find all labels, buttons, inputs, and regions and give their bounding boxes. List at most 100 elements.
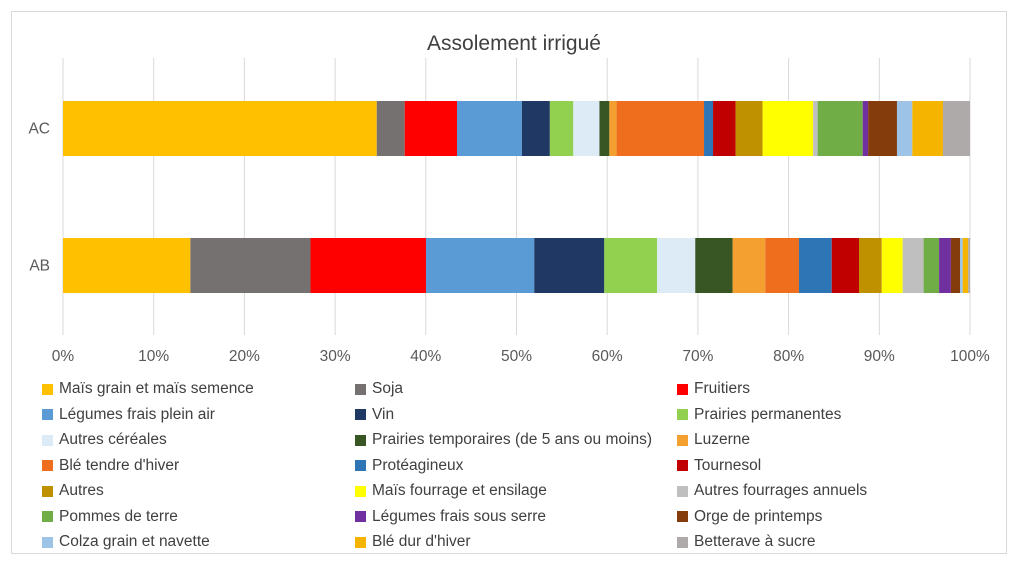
legend-item: Vin (355, 406, 394, 424)
bar-segment (704, 101, 714, 156)
legend-label: Prairies temporaires (de 5 ans ou moins) (372, 431, 652, 448)
bar-segment (657, 238, 696, 293)
bar-segment (831, 238, 860, 293)
legend-swatch (677, 434, 688, 446)
bar-segment (376, 101, 405, 156)
legend-item: Autres (42, 482, 104, 500)
bar-segment (942, 101, 970, 156)
legend-label: Blé dur d'hiver (372, 533, 471, 550)
bar-segment (732, 238, 766, 293)
legend-swatch (677, 409, 688, 420)
bar-segment (912, 101, 943, 156)
bar-segment (923, 238, 940, 293)
legend-item: Maïs grain et maïs semence (42, 380, 254, 398)
x-tick-label: 90% (864, 348, 895, 365)
x-tick-label: 50% (501, 348, 532, 365)
bar-segment (604, 238, 658, 293)
legend-label: Légumes frais sous serre (372, 507, 547, 525)
x-tick-label: 70% (682, 348, 713, 365)
bar-segment (534, 238, 605, 293)
legend-swatch (42, 536, 53, 548)
legend-item: Fruitiers (677, 380, 750, 398)
bar-segment (939, 238, 951, 293)
legend-item: Tournesol (677, 457, 761, 475)
legend-swatch (677, 485, 688, 497)
bar-segment (862, 101, 869, 156)
legend-label: Colza grain et navette (59, 533, 210, 550)
chart-frame: Assolement irrigué AC AB 0% 10% 20% 30% 40% 50… (11, 11, 1007, 554)
bar-segment (765, 238, 799, 293)
bar-segment (521, 101, 550, 156)
category-labels: AC AB (28, 121, 50, 275)
bar-segment (549, 101, 574, 156)
legend-label: Orge de printemps (694, 507, 823, 525)
bar-segment (404, 101, 457, 156)
legend-swatch (42, 383, 53, 395)
legend-item: Blé dur d'hiver (355, 533, 471, 551)
legend-label: Autres (59, 482, 104, 499)
legend-item: Prairies permanentes (677, 406, 841, 424)
legend-label: Prairies permanentes (694, 405, 842, 423)
legend-swatch (677, 383, 688, 395)
legend-swatch (355, 485, 366, 497)
legend-swatch (42, 460, 53, 471)
legend-item: Légumes frais sous serre (355, 508, 546, 526)
legend-label: Autres céréales (59, 431, 167, 448)
legend-swatch (355, 460, 366, 471)
x-tick-labels: 0% 10% 20% 30% 40% 50% 60% 70% 80% 90% 100% (52, 348, 990, 365)
bar-segment (63, 101, 377, 156)
legend-item: Maïs fourrage et ensilage (355, 482, 547, 500)
bar-segment (609, 101, 617, 156)
legend-swatch (355, 536, 366, 548)
legend-item: Autres céréales (42, 431, 167, 449)
x-tick-label: 10% (138, 348, 169, 365)
category-label: AC (28, 121, 50, 138)
bar-segment (950, 238, 960, 293)
legend-item: Prairies temporaires (de 5 ans ou moins) (355, 431, 652, 449)
legend-label: Soja (372, 380, 404, 397)
legend-swatch (355, 511, 366, 522)
x-tick-label: 40% (410, 348, 441, 365)
bar-segment (695, 238, 733, 293)
legend-item: Pommes de terre (42, 508, 178, 526)
bar-segment (968, 238, 970, 293)
legend-label: Fruitiers (694, 380, 750, 397)
x-tick-label: 30% (320, 348, 351, 365)
legend-label: Maïs grain et maïs semence (59, 380, 254, 397)
legend-label: Vin (372, 405, 395, 423)
gridlines (62, 58, 971, 335)
x-tick-label: 20% (229, 348, 260, 365)
bar-segment (735, 101, 763, 156)
x-tick-label: 0% (52, 348, 75, 365)
legend-label: Maïs fourrage et ensilage (372, 482, 547, 499)
bar-segment (817, 101, 863, 156)
legend-swatch (42, 434, 53, 446)
legend-swatch (42, 409, 53, 420)
legend-item: Autres fourrages annuels (677, 482, 867, 500)
bar-segment (762, 101, 814, 156)
bar-segment (63, 238, 191, 293)
legend-swatch (677, 460, 688, 471)
legend-label: Protéagineux (372, 456, 464, 474)
bar-segment (868, 101, 897, 156)
legend-label: Luzerne (694, 431, 751, 448)
bar-segment (881, 238, 903, 293)
bar-segment (962, 238, 969, 293)
legend-label: Blé tendre d'hiver (59, 456, 180, 474)
chart-title: Assolement irrigué (427, 32, 601, 55)
bar-segment (959, 238, 963, 293)
legend-item: Blé tendre d'hiver (42, 457, 179, 475)
legend-item: Protéagineux (355, 457, 463, 475)
x-tick-label: 80% (773, 348, 804, 365)
legend-label: Tournesol (694, 456, 762, 474)
bar-segment (902, 238, 924, 293)
bar-segment (456, 101, 522, 156)
bar-segment (798, 238, 832, 293)
legend-swatch (42, 511, 53, 522)
bars (63, 101, 970, 293)
legend-swatch (355, 383, 366, 395)
legend-swatch (677, 511, 688, 522)
x-tick-label: 100% (950, 348, 990, 365)
legend-swatch (355, 409, 366, 420)
legend-item: Soja (355, 380, 403, 398)
